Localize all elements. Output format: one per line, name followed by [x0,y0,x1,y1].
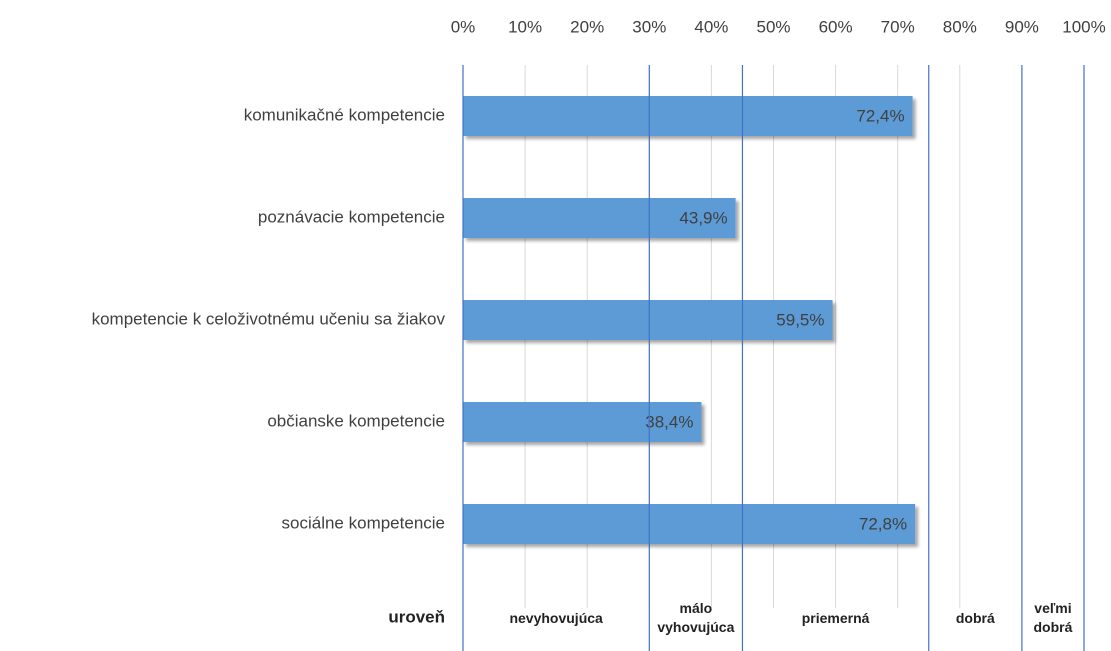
x-tick-label: 40% [694,17,728,36]
data-label: 43,9% [679,208,727,227]
level-label: dobrá [955,609,995,626]
x-tick-label: 70% [881,17,915,36]
level-label: veľmi dobrá [1033,600,1073,635]
bar [463,504,916,544]
data-label: 59,5% [776,310,824,329]
data-label: 72,4% [856,106,904,125]
level-label: priemerná [801,609,870,626]
y-tick-label: občianske kompetencie [267,411,445,430]
y-tick-label: komunikačné kompetencie [244,105,445,124]
level-label: málo vyhovujúca [657,600,735,635]
x-tick-label: 30% [632,17,666,36]
x-tick-label: 20% [570,17,604,36]
bar [463,402,702,442]
y-tick-label: sociálne kompetencie [282,513,445,532]
x-tick-label: 50% [756,17,790,36]
data-label: 38,4% [645,412,693,431]
bar [463,96,913,136]
bar [463,300,833,340]
x-tick-label: 10% [508,17,542,36]
y-tick-label: poznávacie kompetencie [258,207,445,226]
x-tick-label: 80% [943,17,977,36]
x-tick-label: 100% [1062,17,1105,36]
x-tick-label: 0% [451,17,476,36]
x-tick-label: 60% [819,17,853,36]
level-title: uroveň [388,607,445,626]
x-tick-label: 90% [1005,17,1039,36]
data-label: 72,8% [859,514,907,533]
bar [463,198,736,238]
level-label: nevyhovujúca [509,609,603,626]
y-tick-label: kompetencie k celoživotnému učeniu sa ži… [92,309,446,328]
